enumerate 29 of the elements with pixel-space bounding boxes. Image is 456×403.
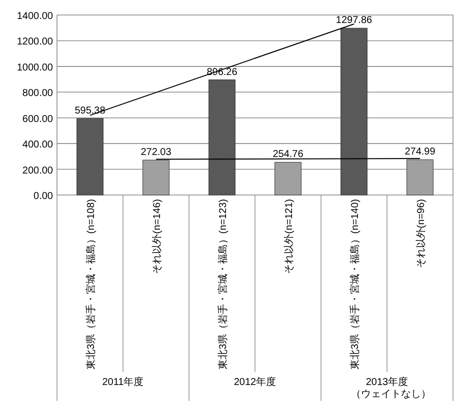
bar — [274, 162, 302, 196]
y-tick-label: 1200.00 — [16, 36, 54, 48]
text: （ウェイトなし） — [351, 389, 431, 400]
data-label: 274.99 — [404, 146, 436, 158]
y-tick-label: 600.00 — [22, 114, 54, 125]
y-tick-label: 800.00 — [22, 88, 54, 100]
bar — [340, 28, 368, 196]
bar — [142, 160, 170, 196]
text: 2012年度 — [234, 376, 276, 388]
bar — [406, 159, 434, 196]
bar — [208, 80, 236, 196]
data-label: 272.03 — [140, 147, 172, 158]
x-tick-label: 東北3県（岩手・宮城・福島）(n=108) — [85, 199, 97, 370]
data-label: 595.38 — [74, 105, 106, 116]
x-tick-label: それ以外(n=121) — [283, 199, 295, 274]
text: 2013年度 — [366, 376, 408, 388]
bar — [76, 118, 104, 196]
x-tick-label: 東北3県（岩手・宮城・福島）(n=123) — [217, 199, 229, 370]
data-label: 1297.86 — [336, 15, 373, 26]
y-tick-label: 1400.00 — [16, 11, 54, 22]
x-tick-label: 東北3県（岩手・宮城・福島）(n=140) — [349, 199, 361, 370]
data-label: 254.76 — [272, 149, 304, 160]
x-tick-label: それ以外(n=96) — [415, 199, 427, 268]
y-tick-label: 200.00 — [22, 165, 54, 176]
y-tick-label: 0.00 — [34, 191, 54, 202]
x-tick-label: それ以外(n=146) — [151, 199, 163, 274]
y-tick-label: 1000.00 — [16, 62, 54, 74]
y-tick-label: 400.00 — [22, 140, 54, 151]
text: 2011年度 — [102, 376, 144, 388]
